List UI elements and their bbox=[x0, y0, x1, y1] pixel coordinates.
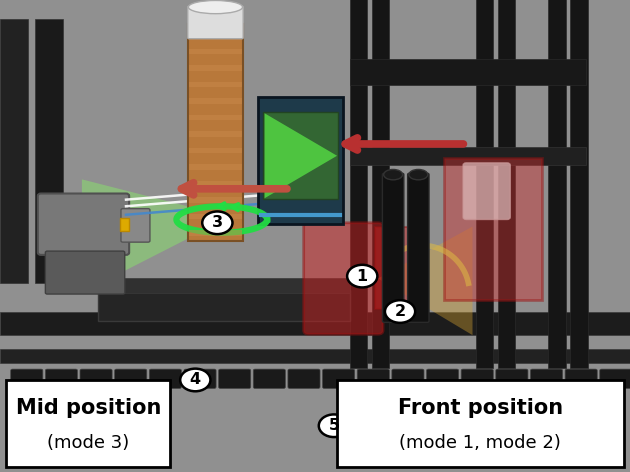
FancyBboxPatch shape bbox=[188, 6, 243, 39]
FancyBboxPatch shape bbox=[392, 369, 424, 388]
Ellipse shape bbox=[384, 169, 403, 180]
Bar bbox=[548, 0, 566, 368]
Bar bbox=[189, 65, 242, 71]
Polygon shape bbox=[0, 312, 630, 335]
Bar bbox=[189, 214, 242, 219]
FancyBboxPatch shape bbox=[11, 369, 43, 388]
FancyBboxPatch shape bbox=[38, 194, 129, 255]
FancyBboxPatch shape bbox=[253, 369, 285, 388]
Bar bbox=[189, 115, 242, 120]
FancyBboxPatch shape bbox=[149, 369, 181, 388]
FancyBboxPatch shape bbox=[427, 369, 459, 388]
Bar bbox=[120, 218, 129, 231]
Circle shape bbox=[319, 414, 349, 437]
FancyBboxPatch shape bbox=[121, 209, 150, 242]
FancyBboxPatch shape bbox=[408, 173, 429, 322]
Circle shape bbox=[347, 265, 377, 287]
FancyBboxPatch shape bbox=[463, 163, 510, 219]
Text: 1: 1 bbox=[357, 269, 368, 284]
FancyBboxPatch shape bbox=[375, 227, 410, 309]
Bar bbox=[189, 197, 242, 203]
Circle shape bbox=[180, 369, 210, 391]
FancyBboxPatch shape bbox=[45, 251, 125, 294]
FancyBboxPatch shape bbox=[98, 290, 350, 321]
Text: (mode 3): (mode 3) bbox=[47, 434, 129, 452]
Bar bbox=[189, 148, 242, 153]
Polygon shape bbox=[265, 113, 337, 198]
Bar bbox=[498, 0, 515, 368]
Bar bbox=[189, 82, 242, 87]
FancyBboxPatch shape bbox=[188, 24, 243, 241]
Bar bbox=[350, 0, 367, 368]
FancyBboxPatch shape bbox=[184, 369, 216, 388]
FancyBboxPatch shape bbox=[382, 173, 404, 322]
Circle shape bbox=[202, 211, 232, 234]
Bar bbox=[189, 131, 242, 137]
Polygon shape bbox=[82, 179, 230, 293]
FancyBboxPatch shape bbox=[115, 369, 147, 388]
FancyBboxPatch shape bbox=[304, 223, 383, 334]
Bar bbox=[189, 181, 242, 186]
Bar bbox=[189, 164, 242, 170]
FancyBboxPatch shape bbox=[565, 369, 597, 388]
FancyBboxPatch shape bbox=[80, 369, 112, 388]
FancyBboxPatch shape bbox=[600, 369, 630, 388]
Bar bbox=[189, 49, 242, 54]
FancyBboxPatch shape bbox=[496, 369, 528, 388]
FancyBboxPatch shape bbox=[258, 97, 343, 224]
Bar bbox=[350, 59, 586, 85]
Text: 5: 5 bbox=[328, 418, 340, 433]
Bar bbox=[570, 0, 588, 368]
FancyBboxPatch shape bbox=[98, 278, 350, 293]
Bar bbox=[189, 230, 242, 236]
Bar bbox=[189, 98, 242, 104]
FancyBboxPatch shape bbox=[263, 112, 338, 199]
FancyBboxPatch shape bbox=[357, 369, 389, 388]
Text: 2: 2 bbox=[394, 304, 406, 319]
FancyBboxPatch shape bbox=[530, 369, 563, 388]
FancyBboxPatch shape bbox=[461, 369, 493, 388]
Text: (mode 1, mode 2): (mode 1, mode 2) bbox=[399, 434, 561, 452]
Polygon shape bbox=[0, 349, 630, 363]
Text: 4: 4 bbox=[190, 372, 201, 388]
FancyBboxPatch shape bbox=[219, 369, 251, 388]
Circle shape bbox=[385, 300, 415, 323]
Bar bbox=[372, 0, 389, 368]
FancyBboxPatch shape bbox=[45, 369, 77, 388]
Polygon shape bbox=[378, 227, 472, 335]
FancyBboxPatch shape bbox=[444, 158, 542, 300]
Ellipse shape bbox=[188, 0, 243, 14]
Text: Mid position: Mid position bbox=[16, 398, 161, 418]
Ellipse shape bbox=[409, 169, 428, 180]
FancyBboxPatch shape bbox=[323, 369, 355, 388]
Text: 3: 3 bbox=[212, 215, 223, 230]
Text: Front position: Front position bbox=[398, 398, 563, 418]
Bar bbox=[0, 19, 28, 283]
Bar bbox=[350, 147, 586, 165]
FancyBboxPatch shape bbox=[288, 369, 320, 388]
Bar bbox=[476, 0, 493, 368]
FancyBboxPatch shape bbox=[6, 380, 170, 467]
Bar bbox=[189, 32, 242, 38]
FancyBboxPatch shape bbox=[337, 380, 624, 467]
Bar bbox=[35, 19, 63, 283]
